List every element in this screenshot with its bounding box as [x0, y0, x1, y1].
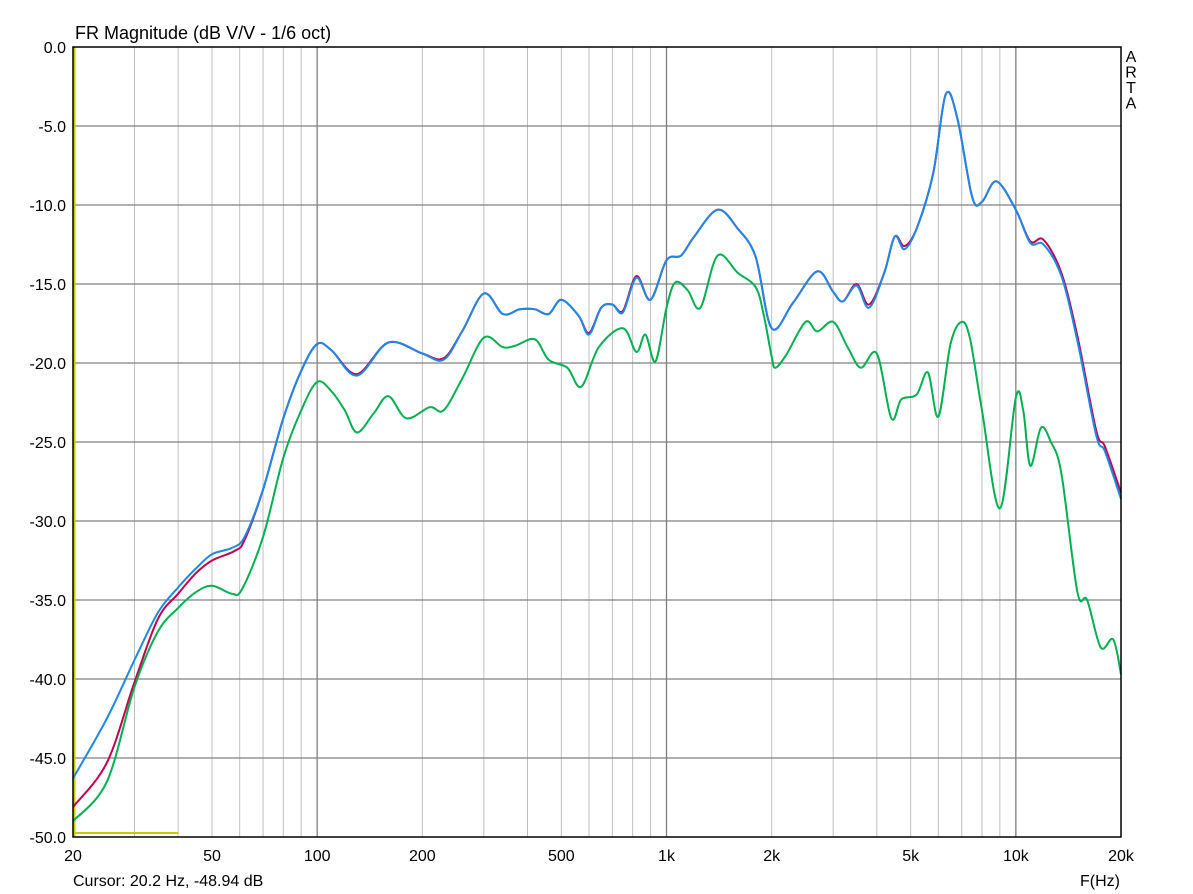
- y-tick-label: -45.0: [30, 751, 67, 768]
- chart-title: FR Magnitude (dB V/V - 1/6 oct): [75, 23, 331, 43]
- x-tick-label: 1k: [658, 848, 676, 865]
- series-line-1: [72, 90, 1122, 808]
- y-tick-label: 0.0: [44, 40, 66, 57]
- x-tick-label: 50: [203, 848, 221, 865]
- watermark-letter: A: [1126, 49, 1137, 66]
- x-tick-label: 2k: [763, 848, 781, 865]
- y-tick-label: -5.0: [38, 119, 66, 136]
- watermark-letter: R: [1125, 65, 1137, 82]
- cursor-readout: Cursor: 20.2 Hz, -48.94 dB: [73, 873, 263, 890]
- y-axis-ticks: 0.0 -5.0 -10.0 -15.0 -20.0 -25.0 -30.0 -35.0 -40…: [30, 40, 67, 847]
- y-tick-label: -35.0: [30, 593, 67, 610]
- cursor[interactable]: [73, 47, 179, 837]
- x-tick-label: 200: [409, 848, 436, 865]
- x-axis-label: F(Hz): [1080, 873, 1120, 890]
- y-tick-label: -15.0: [30, 277, 67, 294]
- y-tick-label: -20.0: [30, 356, 67, 373]
- x-tick-label: 20: [64, 848, 82, 865]
- plot-frame: [72, 46, 1122, 838]
- series-line-2: [72, 90, 1122, 779]
- series-line-3: [72, 253, 1122, 822]
- grid: [73, 47, 1121, 837]
- y-tick-label: -40.0: [30, 672, 67, 689]
- y-tick-label: -25.0: [30, 435, 67, 452]
- x-tick-label: 500: [548, 848, 575, 865]
- x-tick-label: 20k: [1108, 848, 1135, 865]
- y-tick-label: -30.0: [30, 514, 67, 531]
- x-tick-label: 10k: [1003, 848, 1030, 865]
- watermark-letter: T: [1126, 80, 1136, 97]
- x-axis-ticks: 20 50 100 200 500 1k 2k 5k 10k 20k: [64, 848, 1135, 865]
- x-tick-label: 5k: [902, 848, 920, 865]
- series-group: [72, 90, 1122, 822]
- watermark-letter: A: [1126, 96, 1137, 113]
- x-tick-label: 100: [304, 848, 331, 865]
- y-tick-label: -10.0: [30, 198, 67, 215]
- y-tick-label: -50.0: [30, 830, 67, 847]
